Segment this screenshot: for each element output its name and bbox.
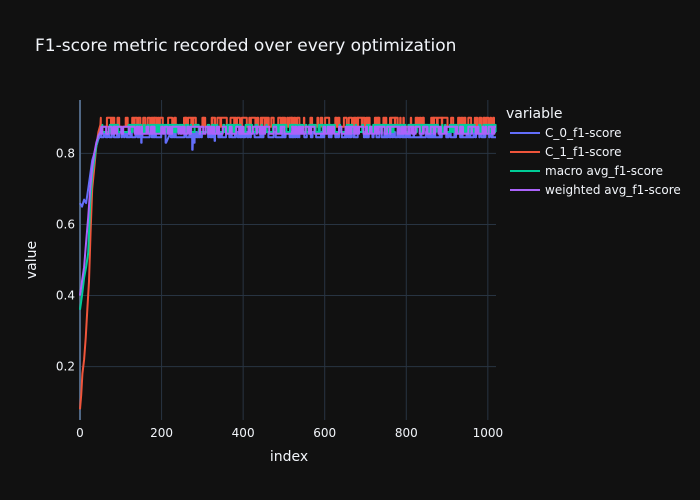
legend-title: variable [506,106,562,122]
x-tick-label: 200 [150,426,173,440]
legend-item-label[interactable]: C_0_f1-score [545,126,621,140]
y-tick-label: 0.2 [56,360,75,374]
y-tick-labels: 0.2 0.4 0.6 0.8 [56,146,75,373]
grid-layer [79,100,496,420]
x-tick-label: 800 [395,426,418,440]
series-layer [79,116,497,410]
x-tick-label: 0 [76,426,84,440]
legend-item-label[interactable]: C_1_f1-score [545,145,621,159]
y-tick-label: 0.8 [56,146,75,160]
series-line-weighted-avg-f1-score[interactable] [79,125,496,296]
y-axis-title: value [24,241,40,279]
x-tick-label: 400 [232,426,255,440]
legend-item-label[interactable]: macro avg_f1-score [545,164,663,178]
legend-item-label[interactable]: weighted avg_f1-score [545,183,681,197]
y-tick-label: 0.6 [56,217,75,231]
series-line-c-1-f1-score[interactable] [79,116,496,410]
x-tick-labels: 0 200 400 600 800 1000 [76,426,503,440]
x-tick-label: 1000 [473,426,504,440]
x-tick-label: 600 [313,426,336,440]
series-line-macro-avg-f1-score[interactable] [79,123,497,310]
x-axis-title: index [270,449,308,465]
y-tick-label: 0.4 [56,289,75,303]
chart-title: F1-score metric recorded over every opti… [35,36,456,56]
series-line-c-0-f1-score[interactable] [79,131,496,208]
